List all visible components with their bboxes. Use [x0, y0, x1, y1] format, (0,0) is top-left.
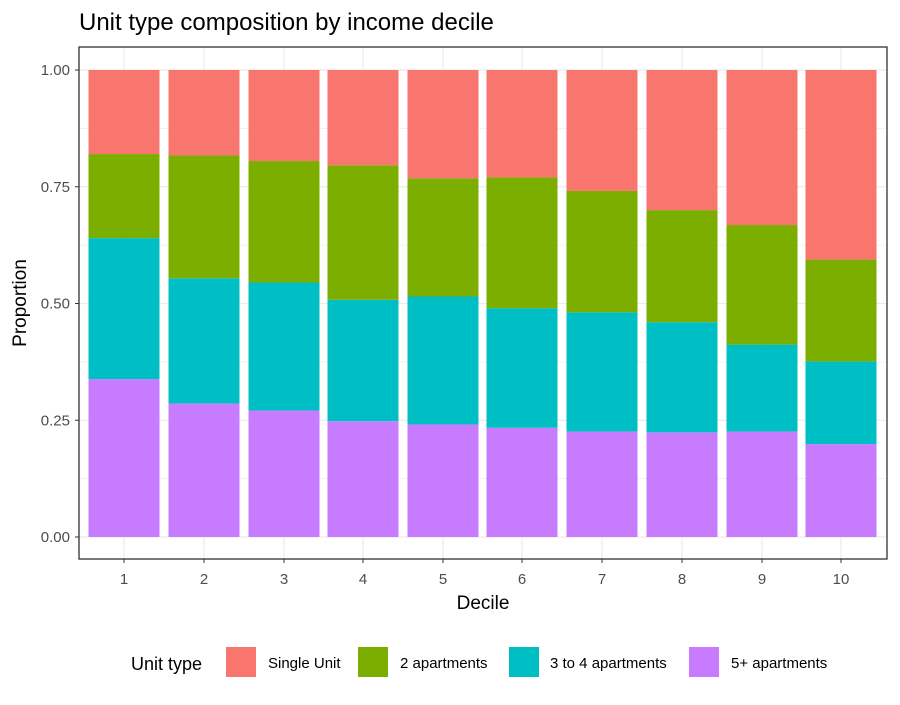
x-axis-title: Decile — [457, 593, 510, 614]
bar-segment — [566, 431, 638, 537]
bar-segment — [88, 238, 160, 380]
legend: Unit type Single Unit 2 apartments 3 to 4 … — [131, 647, 827, 677]
legend-key — [358, 647, 388, 677]
x-tick-label: 10 — [833, 571, 850, 588]
x-tick-label: 2 — [200, 571, 208, 588]
bar-segment — [248, 282, 320, 411]
bar-segment — [646, 432, 718, 537]
bar-segment — [486, 427, 558, 537]
bar-segment — [327, 165, 399, 300]
y-tick-label: 0.25 — [41, 412, 70, 429]
bar-segment — [726, 344, 798, 432]
x-tick-label: 6 — [518, 571, 526, 588]
bar-segment — [168, 278, 240, 404]
legend-label: 5+ apartments — [731, 655, 827, 672]
bar-segment — [805, 361, 877, 445]
bar-segment — [486, 70, 558, 178]
bar-segment — [646, 322, 718, 433]
bar-segment — [566, 190, 638, 313]
bar-segment — [248, 70, 320, 162]
bar-segment — [407, 70, 479, 179]
y-tick-label: 1.00 — [41, 62, 70, 79]
legend-key — [226, 647, 256, 677]
axes-group: 0.00 0.25 0.50 0.75 1.00 1 2 3 4 5 6 7 8 9 10 — [41, 46, 888, 588]
bar-segment — [646, 70, 718, 211]
bar-segment — [805, 70, 877, 260]
bar-segment — [407, 296, 479, 425]
bar-segment — [168, 403, 240, 537]
bar-segment — [726, 70, 798, 226]
bar-segment — [248, 161, 320, 283]
legend-key — [509, 647, 539, 677]
bar-segment — [327, 299, 399, 422]
bar-segment — [248, 410, 320, 537]
bar-segment — [168, 70, 240, 156]
x-tick-label: 1 — [120, 571, 128, 588]
bar-segment — [407, 424, 479, 537]
bar-segment — [566, 70, 638, 191]
bar-segment — [805, 259, 877, 362]
y-tick-label: 0.50 — [41, 296, 70, 313]
bar-segment — [168, 155, 240, 279]
x-tick-label: 3 — [280, 571, 288, 588]
bar-segment — [646, 210, 718, 323]
x-tick-label: 8 — [678, 571, 686, 588]
bar-segment — [566, 312, 638, 432]
bar-segment — [726, 431, 798, 537]
y-tick-label: 0.00 — [41, 529, 70, 546]
bar-segment — [486, 177, 558, 309]
legend-label: Single Unit — [268, 655, 341, 672]
bar-segment — [88, 154, 160, 239]
chart-title: Unit type composition by income decile — [79, 9, 494, 36]
x-tick-label: 5 — [439, 571, 447, 588]
x-tick-label: 4 — [359, 571, 367, 588]
y-tick-label: 0.75 — [41, 179, 70, 196]
bars-group — [88, 70, 877, 537]
bar-segment — [407, 178, 479, 297]
bar-segment — [327, 421, 399, 537]
legend-key — [689, 647, 719, 677]
legend-label: 2 apartments — [400, 655, 488, 672]
bar-segment — [726, 225, 798, 345]
legend-title: Unit type — [131, 654, 202, 674]
legend-label: 3 to 4 apartments — [550, 655, 667, 672]
bar-segment — [486, 308, 558, 428]
bar-segment — [327, 70, 399, 166]
x-tick-label: 9 — [758, 571, 766, 588]
bar-segment — [805, 444, 877, 537]
bar-segment — [88, 379, 160, 537]
x-tick-label: 7 — [598, 571, 606, 588]
bar-segment — [88, 70, 160, 155]
y-axis-title: Proportion — [10, 259, 31, 347]
